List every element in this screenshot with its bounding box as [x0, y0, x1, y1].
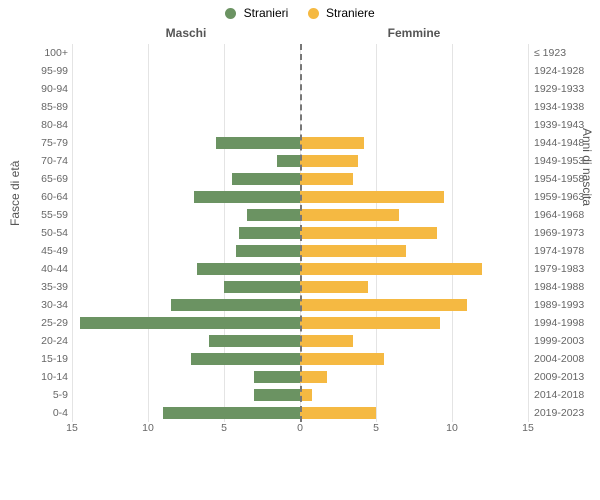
x-tick: 5	[373, 422, 379, 434]
legend-female-swatch	[308, 8, 319, 19]
x-tick: 5	[221, 422, 227, 434]
x-tick: 15	[522, 422, 534, 434]
birth-label: ≤ 1923	[534, 47, 598, 59]
age-label: 5-9	[0, 389, 68, 401]
bar-male	[163, 407, 300, 419]
bar-female	[300, 155, 358, 167]
bar-male	[80, 317, 300, 329]
legend-female: Straniere	[308, 6, 375, 20]
bar-male	[239, 227, 300, 239]
age-label: 10-14	[0, 371, 68, 383]
bar-male	[247, 209, 300, 221]
birth-label: 1989-1993	[534, 299, 598, 311]
age-label: 100+	[0, 47, 68, 59]
bar-female	[300, 173, 353, 185]
birth-label: 1939-1943	[534, 119, 598, 131]
birth-label: 1999-2003	[534, 335, 598, 347]
bar-female	[300, 317, 440, 329]
birth-label: 1934-1938	[534, 101, 598, 113]
bar-female	[300, 137, 364, 149]
age-label: 60-64	[0, 191, 68, 203]
age-label: 80-84	[0, 119, 68, 131]
bar-male	[194, 191, 300, 203]
legend-female-label: Straniere	[326, 6, 375, 20]
age-label: 15-19	[0, 353, 68, 365]
bar-female	[300, 335, 353, 347]
x-tick: 10	[142, 422, 154, 434]
birth-label: 2009-2013	[534, 371, 598, 383]
bar-male	[209, 335, 300, 347]
birth-label: 1954-1958	[534, 173, 598, 185]
age-label: 95-99	[0, 65, 68, 77]
birth-label: 1924-1928	[534, 65, 598, 77]
age-label: 90-94	[0, 83, 68, 95]
x-tick: 10	[446, 422, 458, 434]
bar-female	[300, 371, 327, 383]
birth-label: 1959-1963	[534, 191, 598, 203]
legend-male-label: Stranieri	[244, 6, 289, 20]
age-label: 0-4	[0, 407, 68, 419]
bar-female	[300, 209, 399, 221]
legend-male: Stranieri	[225, 6, 288, 20]
bar-male	[236, 245, 300, 257]
legend: Stranieri Straniere	[0, 6, 600, 20]
birth-label: 1994-1998	[534, 317, 598, 329]
center-axis	[300, 44, 302, 422]
bar-male	[191, 353, 300, 365]
age-label: 50-54	[0, 227, 68, 239]
header-female: Femmine	[300, 26, 528, 40]
birth-label: 1964-1968	[534, 209, 598, 221]
bar-male	[277, 155, 300, 167]
x-tick: 0	[297, 422, 303, 434]
age-label: 75-79	[0, 137, 68, 149]
x-tick: 15	[66, 422, 78, 434]
age-label: 25-29	[0, 317, 68, 329]
age-label: 30-34	[0, 299, 68, 311]
bar-male	[254, 371, 300, 383]
age-label: 85-89	[0, 101, 68, 113]
bar-female	[300, 281, 368, 293]
chart-area: Maschi Femmine Fasce di età Anni di nasc…	[0, 26, 600, 456]
bar-female	[300, 407, 376, 419]
bar-male	[197, 263, 300, 275]
age-label: 40-44	[0, 263, 68, 275]
birth-label: 1979-1983	[534, 263, 598, 275]
age-label: 20-24	[0, 335, 68, 347]
legend-male-swatch	[225, 8, 236, 19]
age-label: 70-74	[0, 155, 68, 167]
gridline	[528, 44, 529, 422]
birth-label: 2019-2023	[534, 407, 598, 419]
age-label: 35-39	[0, 281, 68, 293]
birth-label: 1949-1953	[534, 155, 598, 167]
birth-label: 2004-2008	[534, 353, 598, 365]
age-label: 55-59	[0, 209, 68, 221]
birth-label: 2014-2018	[534, 389, 598, 401]
x-axis: 15105051015	[72, 422, 528, 436]
birth-label: 1944-1948	[534, 137, 598, 149]
bar-male	[171, 299, 300, 311]
birth-label: 1929-1933	[534, 83, 598, 95]
age-label: 65-69	[0, 173, 68, 185]
plot-area	[72, 44, 528, 422]
bar-female	[300, 263, 482, 275]
bar-female	[300, 227, 437, 239]
bar-female	[300, 353, 384, 365]
birth-label: 1969-1973	[534, 227, 598, 239]
age-label: 45-49	[0, 245, 68, 257]
bar-male	[254, 389, 300, 401]
bar-male	[232, 173, 300, 185]
bar-male	[224, 281, 300, 293]
bar-female	[300, 245, 406, 257]
bar-male	[216, 137, 300, 149]
bar-female	[300, 299, 467, 311]
birth-label: 1974-1978	[534, 245, 598, 257]
header-male: Maschi	[72, 26, 300, 40]
birth-label: 1984-1988	[534, 281, 598, 293]
bar-female	[300, 191, 444, 203]
